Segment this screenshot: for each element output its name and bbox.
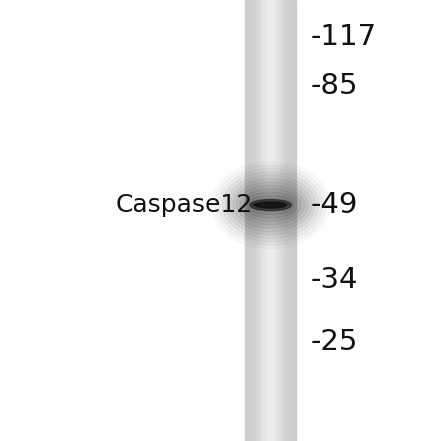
Bar	[283, 0, 284, 441]
Bar	[256, 0, 257, 441]
Text: -85: -85	[310, 72, 358, 100]
Bar	[252, 0, 253, 441]
Bar	[250, 0, 251, 441]
Bar	[257, 0, 258, 441]
Bar	[280, 0, 281, 441]
Bar	[259, 0, 260, 441]
Bar	[278, 0, 279, 441]
Ellipse shape	[233, 182, 308, 228]
Bar	[266, 0, 268, 441]
Bar	[275, 0, 276, 441]
Bar	[290, 0, 291, 441]
Ellipse shape	[237, 185, 304, 225]
Bar	[267, 0, 268, 441]
Bar	[251, 0, 252, 441]
Bar	[263, 0, 264, 441]
Bar	[249, 0, 250, 441]
Bar	[284, 0, 285, 441]
Ellipse shape	[229, 179, 312, 232]
Bar	[286, 0, 287, 441]
Bar	[288, 0, 290, 441]
Bar	[294, 0, 295, 441]
Bar	[281, 0, 282, 441]
Bar	[276, 0, 277, 441]
Ellipse shape	[244, 192, 297, 218]
Text: -34: -34	[310, 266, 358, 294]
Bar	[292, 0, 293, 441]
Bar	[247, 0, 248, 441]
Bar	[268, 0, 269, 441]
Bar	[273, 0, 274, 441]
Bar	[291, 0, 292, 441]
Bar	[279, 0, 280, 441]
Bar	[266, 0, 267, 441]
Bar	[286, 0, 288, 441]
Text: -49: -49	[310, 191, 358, 219]
Bar	[289, 0, 290, 441]
Bar	[246, 0, 247, 441]
Bar	[285, 0, 286, 441]
Bar	[265, 0, 266, 441]
Bar	[253, 0, 254, 441]
Text: -117: -117	[310, 23, 376, 52]
Ellipse shape	[250, 199, 291, 211]
Bar	[295, 0, 296, 441]
Ellipse shape	[247, 195, 294, 215]
Text: Caspase12-: Caspase12-	[115, 193, 262, 217]
Ellipse shape	[240, 189, 301, 221]
Bar	[260, 0, 261, 441]
Bar	[287, 0, 289, 441]
Bar	[272, 0, 273, 441]
Bar	[248, 0, 249, 441]
Bar	[293, 0, 294, 441]
Bar	[274, 0, 275, 441]
Bar	[271, 0, 272, 441]
Bar	[264, 0, 265, 441]
Bar	[276, 0, 278, 441]
Text: -25: -25	[310, 328, 358, 356]
Bar	[277, 0, 279, 441]
Bar	[249, 0, 251, 441]
Bar	[254, 0, 255, 441]
Ellipse shape	[251, 199, 290, 211]
Bar	[258, 0, 259, 441]
Bar	[270, 0, 271, 441]
Bar	[282, 0, 283, 441]
Bar	[256, 0, 257, 441]
Bar	[261, 0, 262, 441]
Ellipse shape	[255, 202, 286, 208]
Bar	[255, 0, 256, 441]
Bar	[269, 0, 270, 441]
Bar	[262, 0, 263, 441]
